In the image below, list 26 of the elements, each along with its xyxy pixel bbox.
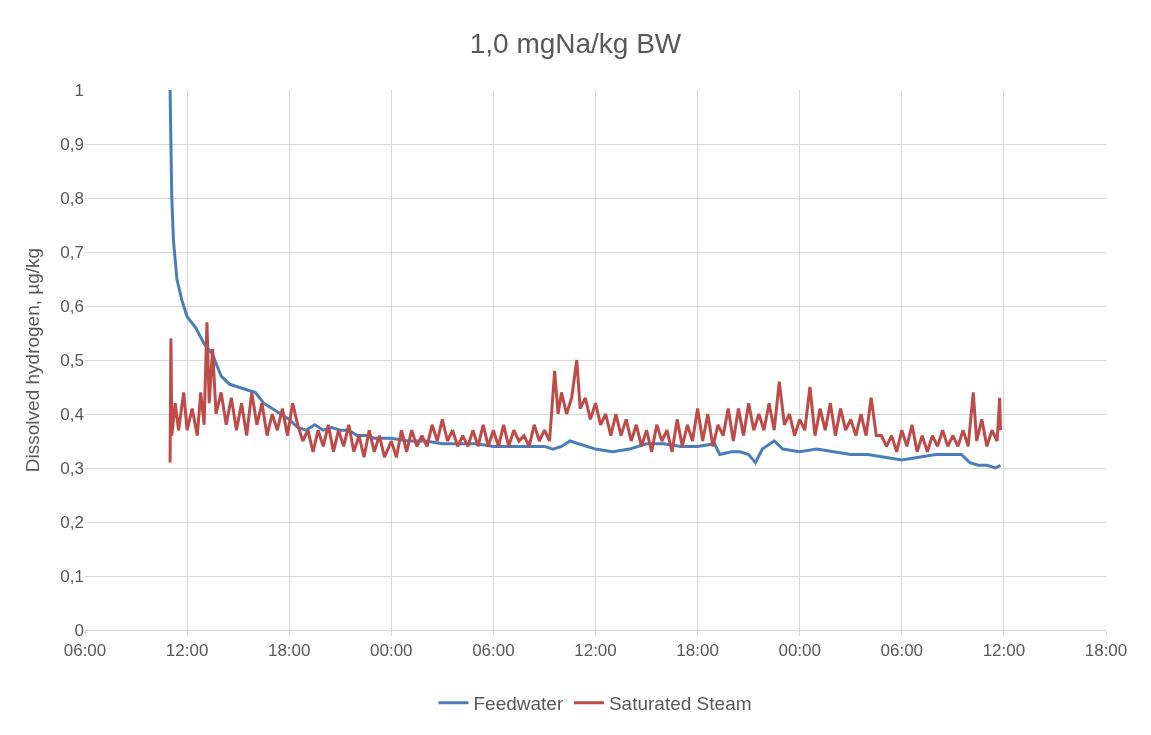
chart-title: 1,0 mgNa/kg BW (469, 27, 682, 59)
x-tick-label: 06:00 (880, 641, 924, 661)
y-tick-label: 0,9 (60, 134, 84, 154)
x-tick-label: 18:00 (1084, 641, 1128, 661)
x-tick-label: 12:00 (574, 641, 617, 661)
x-tick-label: 06:00 (63, 641, 107, 661)
y-tick-label: 0,2 (60, 512, 84, 532)
y-tick-label: 0,3 (60, 458, 84, 478)
y-tick-label: 0,1 (60, 566, 84, 586)
x-tick-label: 18:00 (676, 641, 719, 661)
legend-label: Feedwater (473, 693, 564, 715)
y-tick-label: 1 (74, 80, 84, 100)
y-axis-title: Dissolved hydrogen, µg/kg (22, 247, 44, 473)
x-tick-label: 12:00 (165, 641, 209, 661)
x-tick-label: 06:00 (472, 641, 515, 661)
y-tick-label: 0,6 (60, 296, 84, 316)
x-tick-label: 12:00 (982, 641, 1026, 661)
y-tick-label: 0,5 (60, 350, 84, 370)
x-tick-label: 00:00 (778, 641, 821, 661)
x-tick-label: 18:00 (267, 641, 311, 661)
y-tick-label: 0,8 (60, 188, 84, 208)
x-tick-label: 00:00 (370, 641, 413, 661)
y-tick-label: 0 (74, 620, 84, 640)
y-tick-label: 0,4 (60, 404, 84, 424)
legend-label: Saturated Steam (608, 693, 752, 715)
y-tick-label: 0,7 (60, 242, 84, 262)
